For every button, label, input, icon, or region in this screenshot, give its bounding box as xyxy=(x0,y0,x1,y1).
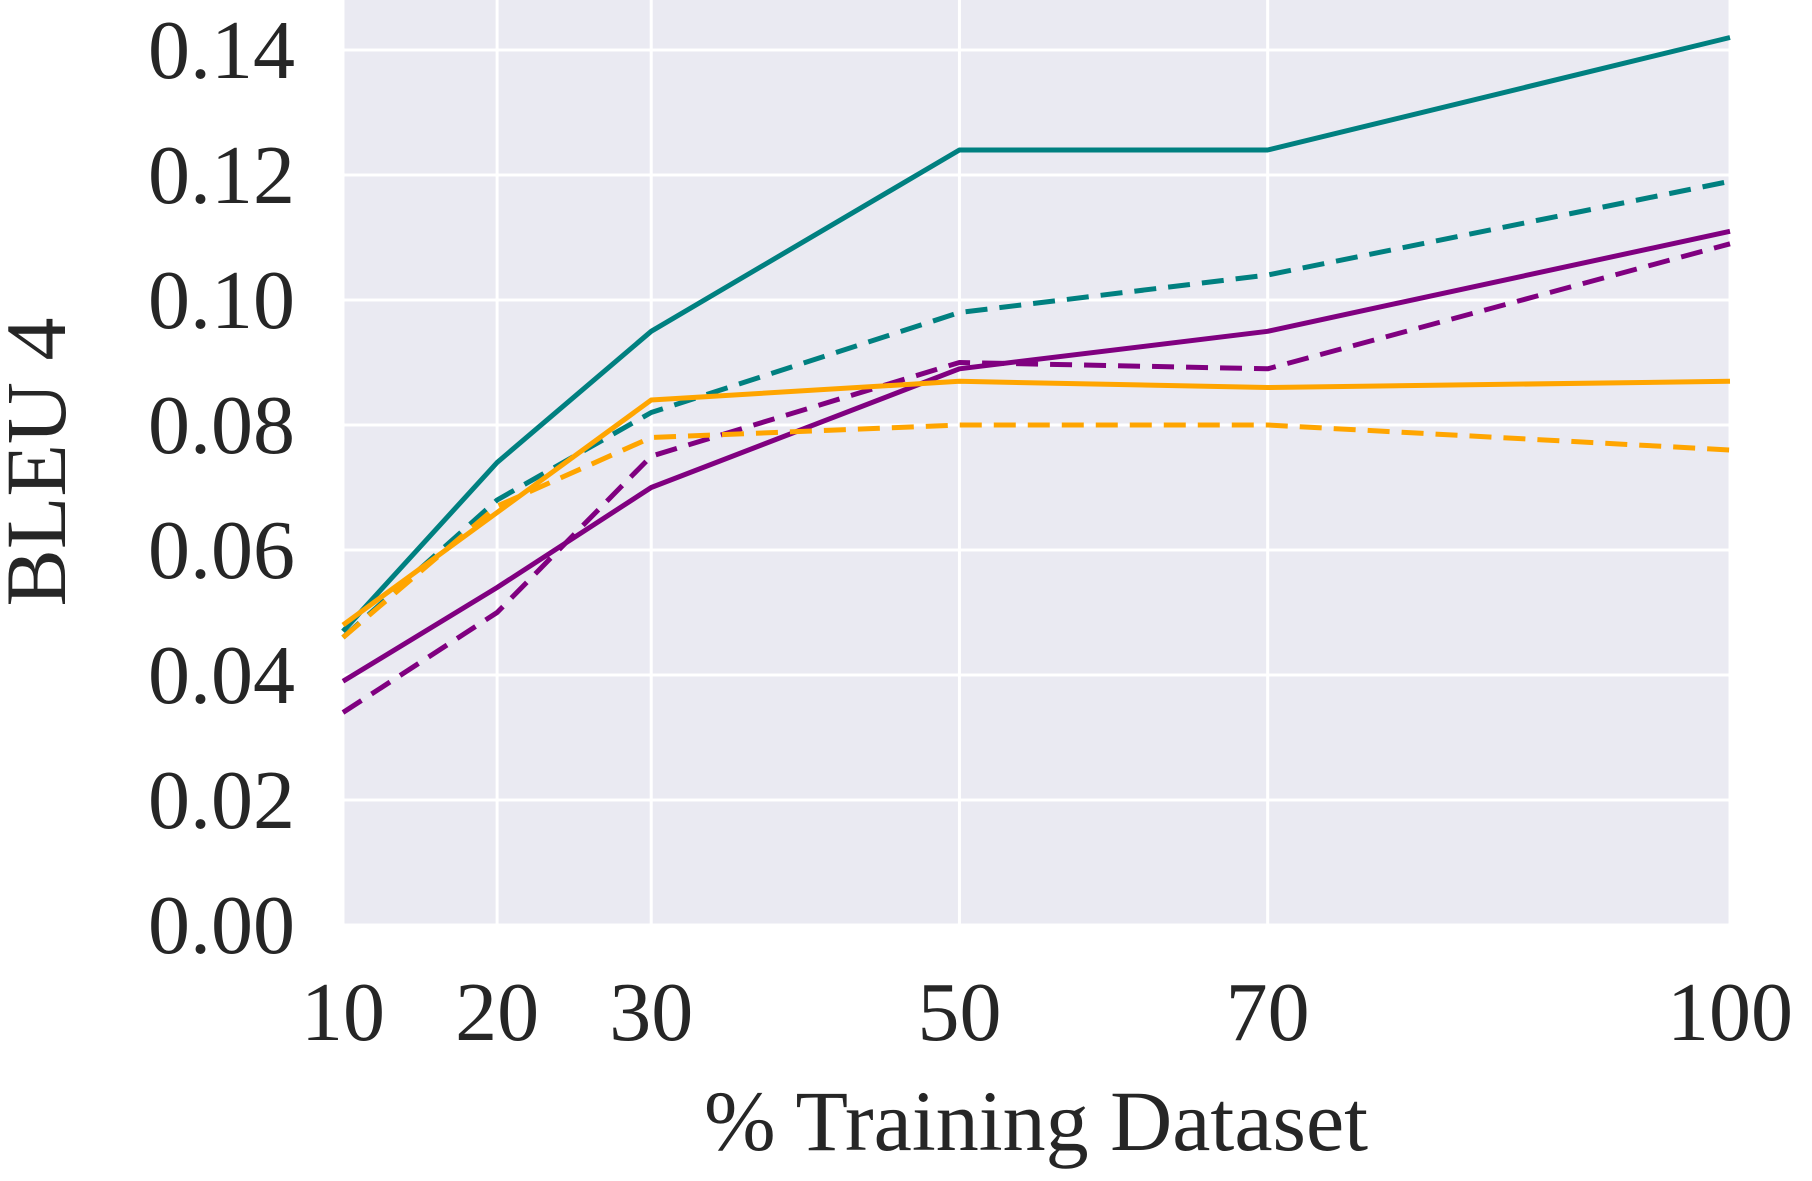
y-tick-label-7: 0.14 xyxy=(148,4,295,97)
x-tick-label-0: 10 xyxy=(301,966,385,1059)
x-tick-label-4: 70 xyxy=(1226,966,1310,1059)
series-line-teal-solid xyxy=(341,35,1731,633)
x-tick-label-1: 20 xyxy=(455,966,539,1059)
series-line-teal-dashed xyxy=(341,178,1731,640)
y-tick-label-5: 0.10 xyxy=(148,254,295,347)
y-tick-label-4: 0.08 xyxy=(148,379,295,472)
x-tick-label-2: 30 xyxy=(609,966,693,1059)
y-tick-label-3: 0.06 xyxy=(148,504,295,597)
series-line-purple-solid xyxy=(341,228,1731,684)
y-tick-label-2: 0.04 xyxy=(148,629,295,722)
y-tick-label-0: 0.00 xyxy=(148,879,295,972)
plot-background xyxy=(343,0,1730,925)
x-axis-ticks: 10 20 30 50 70 100 xyxy=(301,966,1793,1059)
series-lines xyxy=(341,35,1731,715)
x-axis-title: % Training Dataset xyxy=(704,1073,1368,1169)
y-tick-label-1: 0.02 xyxy=(148,754,295,847)
series-line-orange-dashed xyxy=(341,422,1731,640)
series-line-orange-solid xyxy=(341,378,1731,628)
y-axis-ticks: 0.00 0.02 0.04 0.06 0.08 0.10 0.12 0.14 xyxy=(148,4,295,972)
x-tick-label-3: 50 xyxy=(917,966,1001,1059)
y-tick-label-6: 0.12 xyxy=(148,129,295,222)
y-axis-title: BLEU 4 xyxy=(0,317,84,606)
series-line-purple-dashed xyxy=(341,241,1731,715)
x-tick-label-5: 100 xyxy=(1667,966,1793,1059)
